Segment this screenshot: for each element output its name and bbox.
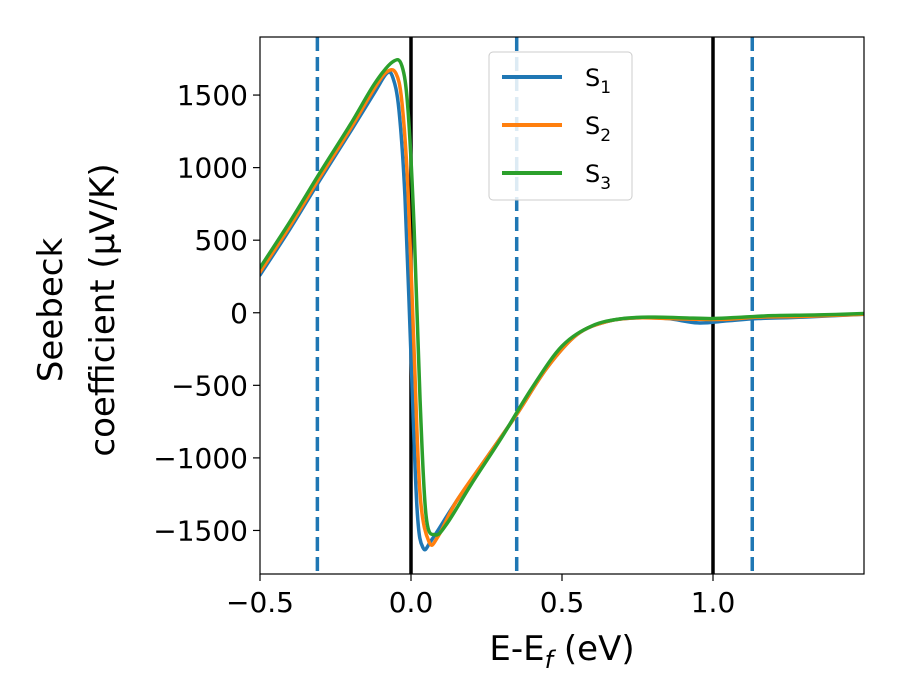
legend-label-main: S [585,112,600,140]
legend-label-main: S [585,160,600,188]
y-tick-label: −1500 [153,514,248,547]
y-tick-label: −500 [171,369,248,402]
series-line-s1 [260,70,864,552]
y-axis-ticks: 1500 1000 500 0 −500 −1000 −1500 [153,79,260,547]
x-tick-label: 0.5 [540,586,585,619]
legend-label-s2: S2 [585,112,611,146]
x-tick-label: 0.0 [389,586,434,619]
series-lines [260,57,864,552]
y-tick-label: 0 [230,297,248,330]
legend-label-sub: 3 [600,174,611,194]
y-axis-title-line1: Seebeck [31,238,71,383]
x-axis-title-unit: (eV) [553,629,635,669]
y-tick-label: 500 [195,224,248,257]
y-axis-title: Seebeck coefficient (μV/K) [31,163,123,456]
y-tick-label: −1000 [153,442,248,475]
series-line-s3 [260,57,864,537]
legend-label-s1: S1 [585,64,611,98]
x-tick-label: −0.5 [226,586,294,619]
x-axis-title: E-Ef (eV) [489,629,634,674]
legend-label-main: S [585,64,600,92]
x-tick-label: 1.0 [691,586,736,619]
legend-label-sub: 1 [600,78,611,98]
legend-label-sub: 2 [600,126,611,146]
legend-label-s3: S3 [585,160,611,194]
y-axis-title-line2: coefficient (μV/K) [83,163,123,456]
y-tick-label: 1500 [177,79,248,112]
x-axis-ticks: −0.5 0.0 0.5 1.0 [226,574,735,619]
x-axis-title-main: E-E [489,629,544,669]
y-tick-label: 1000 [177,152,248,185]
